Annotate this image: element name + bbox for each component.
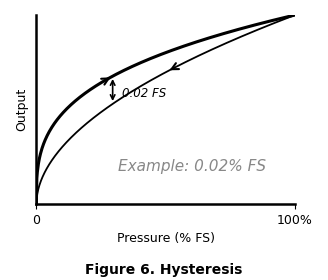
- Text: Figure 6. Hysteresis: Figure 6. Hysteresis: [85, 263, 243, 277]
- Text: 0.02 FS: 0.02 FS: [122, 87, 166, 100]
- X-axis label: Pressure (% FS): Pressure (% FS): [117, 232, 215, 245]
- Text: Example: 0.02% FS: Example: 0.02% FS: [117, 159, 266, 174]
- Y-axis label: Output: Output: [15, 88, 28, 131]
